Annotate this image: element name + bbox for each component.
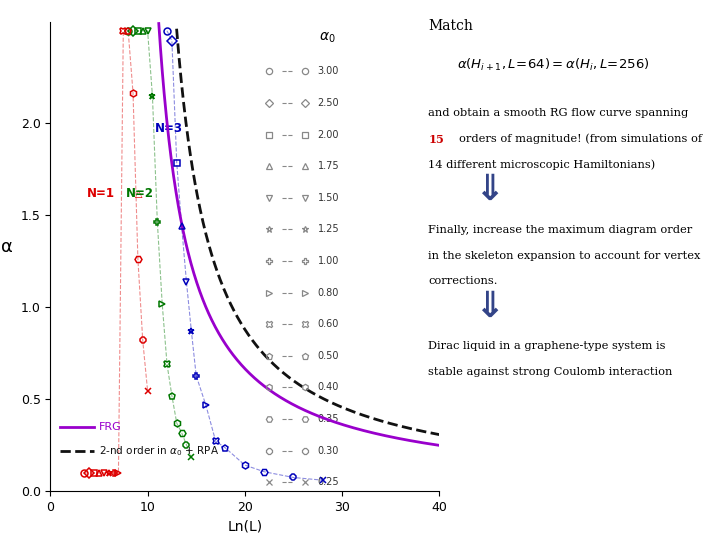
Text: 0.40: 0.40 (318, 382, 339, 393)
Text: 2.50: 2.50 (318, 98, 339, 108)
Text: FRG: FRG (99, 422, 122, 432)
Text: 0.30: 0.30 (318, 446, 339, 456)
Text: $\triangle$: $\triangle$ (133, 187, 145, 200)
Text: 0.80: 0.80 (318, 288, 339, 298)
Text: 1.25: 1.25 (318, 224, 339, 234)
Text: $\alpha_0$: $\alpha_0$ (319, 31, 336, 45)
Text: 1.75: 1.75 (318, 161, 339, 171)
Text: ⇓: ⇓ (474, 289, 505, 323)
Text: in the skeleton expansion to account for vertex: in the skeleton expansion to account for… (428, 251, 701, 261)
Y-axis label: α: α (1, 239, 13, 256)
Text: 0.50: 0.50 (318, 351, 339, 361)
Text: 1.50: 1.50 (318, 193, 339, 202)
Text: 3.00: 3.00 (318, 66, 339, 76)
Text: 2-nd order in $\alpha_0$ + RPA: 2-nd order in $\alpha_0$ + RPA (99, 444, 219, 458)
Text: and obtain a smooth RG flow curve spanning: and obtain a smooth RG flow curve spanni… (428, 108, 688, 118)
Text: 1.00: 1.00 (318, 256, 339, 266)
Text: ⇓: ⇓ (474, 173, 505, 207)
Text: 0.35: 0.35 (318, 414, 339, 424)
Text: stable against strong Coulomb interaction: stable against strong Coulomb interactio… (428, 367, 672, 377)
Text: Dirac liquid in a graphene-type system is: Dirac liquid in a graphene-type system i… (428, 341, 666, 352)
Text: 2.00: 2.00 (318, 130, 339, 139)
X-axis label: Ln(L): Ln(L) (228, 519, 262, 534)
Text: Finally, increase the maximum diagram order: Finally, increase the maximum diagram or… (428, 225, 693, 235)
Text: 15: 15 (428, 134, 444, 145)
Text: $\alpha(H_{i+1}, L\!=\!64)=\alpha(H_i, L\!=\!256)$: $\alpha(H_{i+1}, L\!=\!64)=\alpha(H_i, L… (457, 57, 650, 73)
Text: N=3: N=3 (155, 122, 183, 135)
Text: N=1: N=1 (87, 187, 115, 200)
Text: 0.60: 0.60 (318, 319, 339, 329)
Text: 14 different microscopic Hamiltonians): 14 different microscopic Hamiltonians) (428, 160, 656, 171)
Text: orders of magnitude! (from simulations of: orders of magnitude! (from simulations o… (459, 134, 702, 145)
Text: Match: Match (428, 19, 473, 33)
Text: 0.25: 0.25 (318, 477, 339, 487)
Text: N=2: N=2 (126, 187, 154, 200)
Text: corrections.: corrections. (428, 276, 498, 287)
